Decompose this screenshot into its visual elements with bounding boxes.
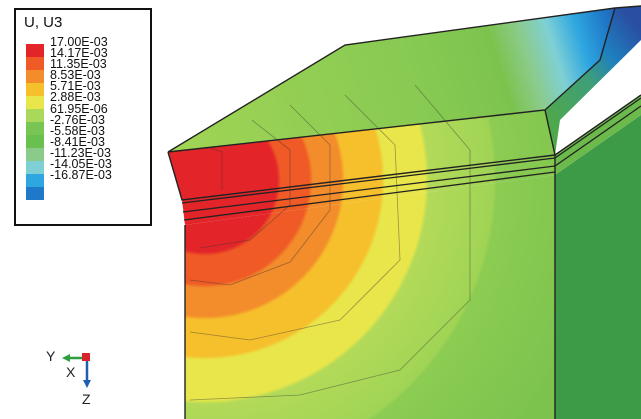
- legend-value: 17.00E-03: [50, 35, 108, 49]
- lower-block-side-face: [555, 115, 641, 419]
- legend-value: 61.95E-06: [50, 101, 108, 116]
- legend-value: -16.87E-03: [50, 168, 112, 183]
- legend-swatch: [26, 109, 44, 122]
- legend-color-bar: [26, 44, 44, 200]
- contour-lines: [189, 84, 471, 401]
- layer-strip: [182, 155, 555, 225]
- upper-plate-front-face: [168, 110, 555, 200]
- legend-swatch: [26, 57, 44, 70]
- legend-swatch: [26, 44, 44, 57]
- legend-value: 14.17E-03: [50, 46, 108, 61]
- legend-value: -5.58E-03: [50, 123, 105, 138]
- lower-block-front-face: [185, 175, 555, 419]
- legend-swatch: [26, 135, 44, 148]
- legend-swatch: [26, 148, 44, 161]
- legend-title: U, U3: [24, 14, 63, 31]
- legend-value: 2.88E-03: [50, 90, 101, 105]
- triad-y-label: Y: [46, 348, 56, 364]
- legend-value: 11.35E-03: [50, 57, 107, 72]
- coordinate-triad: [62, 353, 91, 388]
- upper-plate-side-face: [545, 6, 641, 155]
- legend-value: -14.05E-03: [50, 157, 112, 172]
- model-edges: [167, 5, 641, 419]
- legend-value-list: 17.00E-03 14.17E-03 11.35E-03 8.53E-03 5…: [50, 35, 112, 183]
- legend-swatch: [26, 96, 44, 109]
- legend-swatch: [26, 122, 44, 135]
- legend-swatch: [26, 174, 44, 187]
- legend-swatch: [26, 187, 44, 200]
- legend-value: -8.41E-03: [50, 134, 105, 149]
- legend-swatch: [26, 70, 44, 83]
- lower-block-top-strip: [555, 95, 641, 175]
- legend: U, U3 17.00E-03 14.17E-03 11.35E-03 8.53…: [14, 8, 152, 226]
- upper-plate-top-face: [168, 8, 615, 152]
- legend-value: 5.71E-03: [50, 79, 101, 94]
- layer-line: [181, 97, 641, 221]
- triad-x-label: X: [66, 364, 76, 380]
- legend-swatch: [26, 83, 44, 96]
- legend-value: -11.23E-03: [50, 145, 111, 160]
- legend-value: -2.76E-03: [50, 112, 105, 127]
- legend-swatch: [26, 161, 44, 174]
- legend-value: 8.53E-03: [50, 68, 101, 83]
- triad-z-label: Z: [82, 391, 91, 407]
